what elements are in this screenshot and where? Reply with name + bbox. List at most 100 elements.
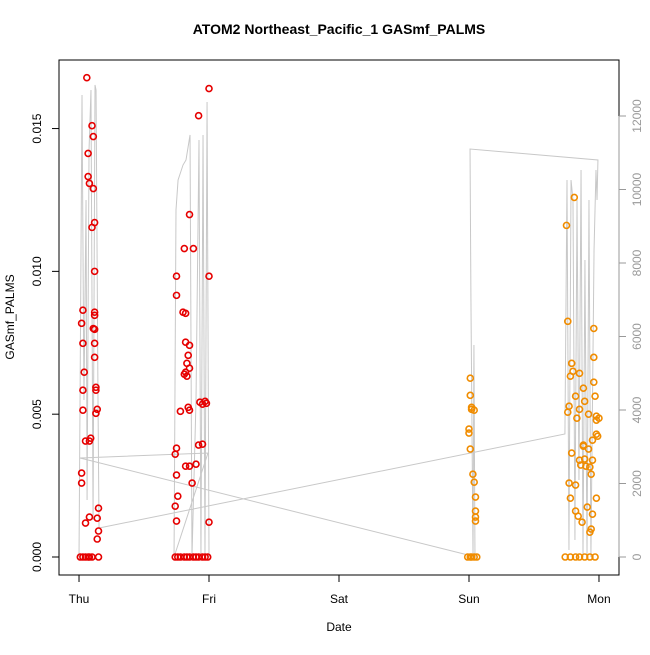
data-point (578, 518, 586, 526)
data-point (171, 450, 180, 458)
data-point (194, 111, 203, 120)
data-point (589, 324, 598, 333)
y2-tick-label: 6000 (630, 323, 644, 350)
data-point (583, 503, 592, 511)
data-point (465, 429, 473, 437)
data-point (189, 244, 198, 253)
data-point (89, 132, 98, 141)
data-point (192, 460, 200, 468)
data-point (79, 406, 87, 414)
y2-tick-label: 4000 (630, 396, 644, 423)
chart-title: ATOM2 Northeast_Pacific_1 GASmf_PALMS (193, 21, 486, 37)
data-point (198, 553, 207, 561)
data-point (592, 430, 601, 438)
data-point (466, 445, 475, 453)
y-tick-label: 0.010 (30, 256, 44, 286)
data-point (183, 372, 191, 380)
y2-tick-label: 0 (630, 553, 644, 560)
data-point (470, 478, 478, 486)
data-point (202, 399, 211, 408)
data-point (90, 353, 99, 362)
data-point (567, 359, 576, 368)
data-point (185, 341, 194, 350)
data-point (587, 525, 595, 533)
data-point (589, 353, 598, 362)
data-point (575, 553, 584, 561)
y-tick-label: 0.000 (30, 542, 44, 572)
data-point (79, 386, 87, 394)
data-point (85, 513, 94, 521)
data-point (584, 445, 593, 453)
data-point (172, 471, 181, 479)
data-point (566, 494, 575, 502)
data-point (79, 339, 87, 348)
data-point (79, 306, 87, 315)
data-point (591, 392, 599, 400)
data-line (78, 84, 599, 558)
data-point (90, 308, 99, 317)
x-tick-label: Thu (69, 592, 90, 606)
data-point (92, 383, 100, 392)
data-point (579, 384, 588, 392)
data-point (575, 369, 584, 378)
data-point (184, 351, 193, 360)
y-tick-label: 0.005 (30, 399, 44, 429)
data-point (470, 553, 478, 561)
data-point (569, 367, 577, 376)
data-point (83, 73, 91, 82)
data-point (588, 510, 597, 518)
data-point (181, 462, 190, 470)
data-point (205, 272, 213, 281)
data-point (591, 553, 599, 561)
data-point (580, 553, 589, 561)
data-point (80, 368, 89, 376)
data-point (176, 407, 185, 416)
data-point (470, 406, 478, 414)
data-point (180, 244, 189, 253)
data-point (466, 391, 475, 400)
data-point (185, 462, 194, 470)
data-point (174, 492, 182, 500)
data-point (565, 479, 573, 487)
data-point (561, 553, 569, 561)
data-point (566, 553, 575, 561)
data-point (469, 470, 477, 478)
y-tick-label: 0.015 (30, 113, 44, 143)
data-point (188, 479, 196, 487)
data-point (471, 517, 480, 525)
y2-tick-label: 12000 (630, 99, 644, 133)
data-point (185, 364, 194, 373)
data-point (571, 481, 580, 489)
data-point (84, 172, 92, 181)
data-point (201, 553, 209, 561)
y2-tick-label: 2000 (630, 470, 644, 497)
data-point (465, 425, 473, 433)
data-point (90, 339, 99, 348)
data-point (471, 493, 480, 501)
data-point (93, 514, 102, 522)
data-point (93, 535, 102, 543)
data-point (76, 553, 85, 561)
data-point (171, 553, 180, 561)
data-point (198, 440, 207, 448)
data-point (90, 218, 99, 227)
x-tick-label: Sun (458, 592, 479, 606)
data-point (94, 504, 103, 512)
data-point (194, 441, 203, 449)
data-point (93, 405, 102, 414)
x-tick-label: Sat (330, 592, 349, 606)
data-point (575, 405, 584, 414)
data-point (171, 502, 180, 510)
data-point (467, 553, 476, 561)
data-point (203, 553, 212, 561)
data-point (90, 267, 99, 276)
data-point (563, 408, 572, 416)
data-point (563, 317, 572, 326)
y-axis-label: GASmf_PALMS (3, 274, 17, 359)
data-point (586, 553, 594, 561)
x-tick-label: Fri (202, 592, 216, 606)
data-point (586, 463, 594, 471)
data-point (86, 434, 95, 442)
